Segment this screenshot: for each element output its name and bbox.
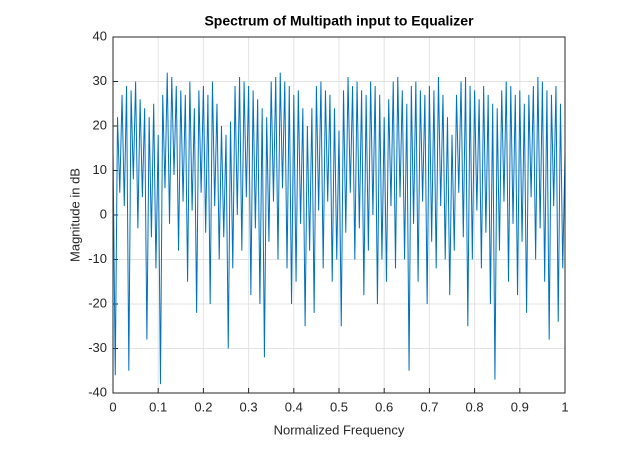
x-tick-label: 1 [561, 399, 568, 414]
x-axis-label: Normalized Frequency [274, 422, 405, 437]
y-tick-label: -40 [88, 384, 107, 399]
x-tick-label: 0 [109, 399, 116, 414]
x-tick-label: 0.4 [285, 399, 303, 414]
axes-box [112, 36, 566, 394]
x-tick-label: 0.5 [330, 399, 348, 414]
x-tick-label: 0.1 [149, 399, 167, 414]
chart-title: Spectrum of Multipath input to Equalizer [204, 13, 474, 29]
y-tick-label: -30 [88, 340, 107, 355]
y-tick-label: 20 [93, 117, 107, 132]
y-tick-label: -10 [88, 251, 107, 266]
y-tick-label: 10 [93, 162, 107, 177]
y-tick-label: 30 [93, 73, 107, 88]
x-tick-label: 0.7 [420, 399, 438, 414]
x-tick-label: 0.8 [466, 399, 484, 414]
y-tick-label: -20 [88, 295, 107, 310]
x-tick-label: 0.2 [194, 399, 212, 414]
y-tick-label: 0 [100, 206, 107, 221]
y-axis-label: Magnitude in dB [67, 168, 82, 262]
x-tick-label: 0.6 [375, 399, 393, 414]
x-tick-label: 0.3 [240, 399, 258, 414]
series-line [112, 72, 566, 385]
x-tick-label: 0.9 [511, 399, 529, 414]
y-tick-label: 40 [93, 28, 107, 43]
